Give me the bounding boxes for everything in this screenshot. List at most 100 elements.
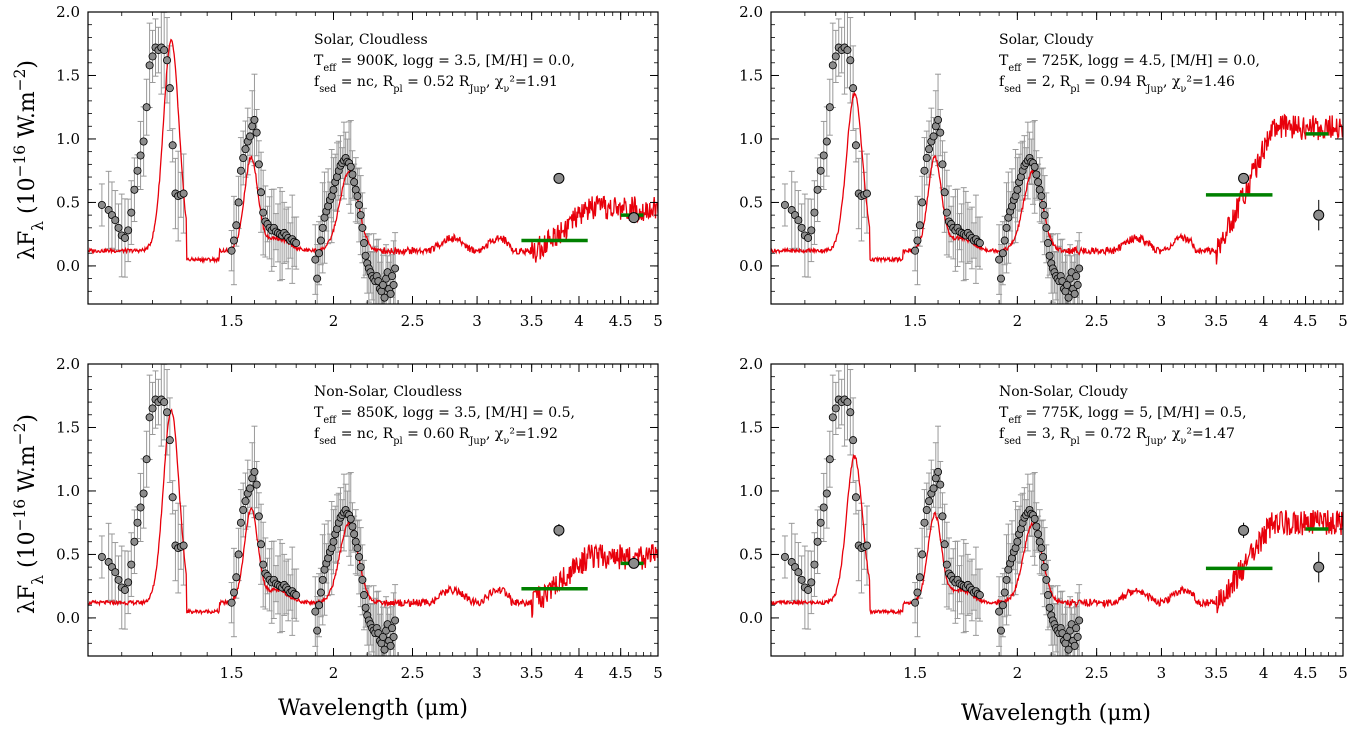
spectrum-point [996, 626, 1005, 635]
spectrum-point [807, 226, 816, 235]
spectrum-point [998, 249, 1007, 258]
spectrum-point [940, 540, 949, 549]
x-tick-label: 3.5 [1204, 664, 1228, 682]
panel-solar-cloudless: 0.0 0.5 1.0 1.5 2.0 1.5 2 2.5 3 3.5 4 4.5 5 Solar, Cl… [56, 3, 663, 330]
spectrum-point [780, 200, 789, 209]
spectrum-point [232, 221, 241, 230]
spectrum-point [163, 56, 172, 65]
spectrum-point [292, 239, 301, 248]
spectrum-point [1034, 178, 1043, 187]
spectrum-point [136, 503, 145, 512]
spectrum-point [1073, 632, 1082, 641]
y-tick-label: 0.0 [56, 609, 80, 627]
spectrum-point [346, 514, 355, 523]
plot-area [771, 364, 1343, 656]
x-tick-label: 3 [472, 664, 482, 682]
spectrum-point [114, 223, 123, 232]
spectrum-point [1037, 192, 1046, 201]
spectrum-point [145, 61, 154, 70]
spectrum-point [816, 166, 825, 175]
panel-solar-cloudy: 0.0 0.5 1.0 1.5 2.0 1.5 2 2.5 3 3.5 4 4.5 5 Solar, Cl… [739, 3, 1348, 330]
spectrum-point [133, 518, 142, 527]
spectrum-point [388, 272, 397, 281]
spectrum-point [1042, 223, 1051, 232]
y-tick-label: 1.0 [56, 130, 80, 148]
y-tick-label: 2.0 [56, 3, 80, 21]
spectrum-point [236, 518, 245, 527]
annotation-line: Solar, Cloudless [314, 32, 428, 48]
spectrum-point [356, 211, 365, 220]
x-tick-label: 4.5 [1294, 312, 1318, 330]
annotation-line: Teff = 900K, logg = 3.5, [M/H] = 0.0, [314, 53, 575, 74]
spectrum-point [851, 141, 860, 150]
y-tick-label: 1.0 [739, 130, 763, 148]
spectrum-point [975, 239, 984, 248]
spectrum-point [813, 537, 822, 546]
spectrum-point [1000, 236, 1009, 245]
spectrum-point [851, 493, 860, 502]
spectrum-point [232, 573, 241, 582]
x-tick-label: 5 [1338, 312, 1348, 330]
spectrum-point [1045, 603, 1054, 612]
spectrum-point [311, 255, 320, 264]
spectrum-point [246, 484, 255, 493]
spectrum-point [1075, 616, 1084, 625]
spectrum-point [389, 632, 398, 641]
spectrum-point [236, 166, 245, 175]
spectrum-point [130, 537, 139, 546]
spectrum-point [843, 398, 852, 407]
spectrum-point [179, 541, 188, 550]
spectrum-point [911, 246, 920, 255]
spectrum-point [353, 544, 362, 553]
spectrum-point [1000, 588, 1009, 597]
spectrum-point [315, 601, 324, 610]
spectrum-point [389, 280, 398, 289]
spectrum-point [797, 575, 806, 584]
axes-frame [87, 363, 659, 657]
spectrum-point [329, 537, 338, 546]
spectrum-point [1043, 591, 1052, 600]
photometry-point [553, 172, 565, 184]
y-tick-label: 0.0 [56, 257, 80, 275]
spectrum-point [360, 239, 369, 248]
spectrum-point [995, 255, 1004, 264]
spectrum-point [915, 573, 924, 582]
spectrum-point [133, 166, 142, 175]
spectrum-point [391, 264, 400, 273]
spectrum-point [1043, 239, 1052, 248]
spectrum-point [329, 185, 338, 194]
spectrum-point [179, 189, 188, 198]
annotation-line: Non-Solar, Cloudy [999, 384, 1128, 400]
spectrum-point [391, 616, 400, 625]
spectrum-point [936, 128, 945, 137]
spectrum-point [1032, 170, 1041, 179]
annotation-line: Solar, Cloudy [999, 32, 1093, 48]
x-tick-label: 2 [329, 664, 339, 682]
y-tick-label: 0.5 [56, 545, 80, 563]
spectrum-point [254, 512, 263, 521]
spectrum-point [234, 198, 243, 207]
spectrum-point [97, 552, 106, 561]
spectrum-point [254, 160, 263, 169]
x-tick-label: 3.5 [520, 664, 544, 682]
spectrum-point [315, 249, 324, 258]
spectrum-point [259, 208, 268, 217]
photometry-point [553, 524, 565, 536]
spectrum-point [849, 436, 858, 445]
x-tick-label: 4 [574, 312, 584, 330]
spectrum-point [849, 84, 858, 93]
spectrum-point [1039, 200, 1048, 209]
annotation-line: Teff = 725K, logg = 4.5, [M/H] = 0.0, [999, 53, 1260, 74]
spectrum-point [1037, 544, 1046, 553]
spectrum-point [915, 221, 924, 230]
spectrum-point [1034, 530, 1043, 539]
x-tick-label: 2 [1013, 664, 1023, 682]
x-tick-label: 3 [1157, 312, 1167, 330]
spectrum-point [250, 115, 259, 124]
spectrum-point [938, 160, 947, 169]
spectrum-point [825, 455, 834, 464]
spectrum-point [388, 624, 397, 633]
model-spectrum-line [771, 453, 1343, 616]
spectrum-point [168, 141, 177, 150]
spectrum-point [797, 223, 806, 232]
